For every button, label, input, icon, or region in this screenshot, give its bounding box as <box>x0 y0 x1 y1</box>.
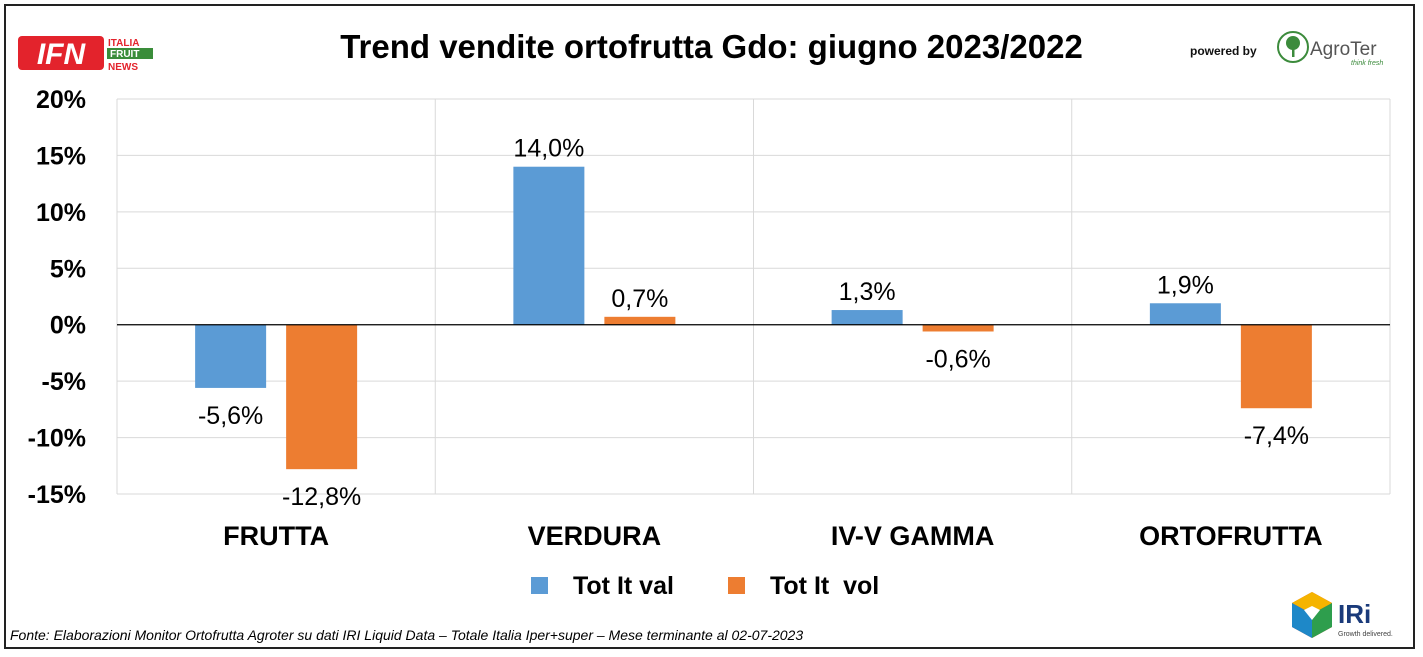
iri-name: IRi <box>1338 599 1371 629</box>
data-label: -5,6% <box>198 402 263 430</box>
bar <box>604 316 676 325</box>
y-tick-label: 10% <box>36 199 86 227</box>
iri-logo: IRi Growth delivered. <box>1292 592 1393 638</box>
y-tick-label: -15% <box>28 481 86 509</box>
legend-label: Tot It val <box>573 572 674 600</box>
ifn-logo-line1: ITALIA <box>108 38 139 49</box>
iri-tagline: Growth delivered. <box>1338 631 1393 638</box>
category-label: ORTOFRUTTA <box>1139 521 1322 551</box>
bar <box>513 166 585 325</box>
legend-swatch <box>728 577 745 594</box>
data-label: -0,6% <box>925 345 990 373</box>
agroter-logo: AgroTer think fresh <box>1277 31 1383 67</box>
agroter-tree-crown <box>1286 36 1300 50</box>
category-label: IV-V GAMMA <box>831 521 995 551</box>
bar <box>922 324 994 332</box>
agroter-tagline: think fresh <box>1351 60 1383 67</box>
category-label: FRUTTA <box>223 521 329 551</box>
legend-swatch <box>531 577 548 594</box>
data-label: -12,8% <box>282 483 361 511</box>
legend-label: Tot It vol <box>770 572 879 600</box>
data-label: -7,4% <box>1244 422 1309 450</box>
chart-bars <box>195 166 1312 470</box>
y-tick-label: 20% <box>36 86 86 114</box>
bar <box>1240 324 1312 409</box>
chart-title: Trend vendite ortofrutta Gdo: giugno 202… <box>340 28 1083 65</box>
y-tick-label: 15% <box>36 142 86 170</box>
data-label: 14,0% <box>513 135 584 163</box>
bar <box>831 310 903 325</box>
y-tick-label: -5% <box>42 368 86 396</box>
ifn-logo-letters: IFN <box>37 38 87 71</box>
data-labels: -5,6% 14,0% 1,3% 1,9% -12,8% 0,7% -0,6% -7,4% <box>198 135 1309 511</box>
x-axis: FRUTTA VERDURA IV-V GAMMA ORTOFRUTTA <box>223 521 1322 551</box>
ifn-logo-line2: FRUIT <box>110 49 139 60</box>
ifn-logo: IFN ITALIA FRUIT NEWS <box>18 36 153 73</box>
ifn-logo-badge <box>18 36 104 70</box>
bar <box>1149 303 1221 325</box>
bar <box>195 324 267 388</box>
y-axis: 20% 15% 10% 5% 0% -5% -10% -15% <box>28 86 86 509</box>
legend: Tot It val Tot It vol <box>531 572 879 600</box>
y-tick-label: 0% <box>50 312 86 340</box>
ifn-logo-line3: NEWS <box>108 62 138 73</box>
ifn-logo-green-band <box>107 48 153 59</box>
category-label: VERDURA <box>528 521 662 551</box>
y-tick-label: 5% <box>50 255 86 283</box>
agroter-name: AgroTer <box>1310 39 1377 60</box>
data-label: 1,3% <box>839 278 896 306</box>
data-label: 1,9% <box>1157 271 1214 299</box>
powered-by-label: powered by <box>1190 44 1257 58</box>
source-note: Fonte: Elaborazioni Monitor Ortofrutta A… <box>10 627 804 643</box>
data-label: 0,7% <box>611 285 668 313</box>
agroter-tree-trunk <box>1292 48 1295 57</box>
bar <box>286 324 358 470</box>
y-tick-label: -10% <box>28 425 86 453</box>
